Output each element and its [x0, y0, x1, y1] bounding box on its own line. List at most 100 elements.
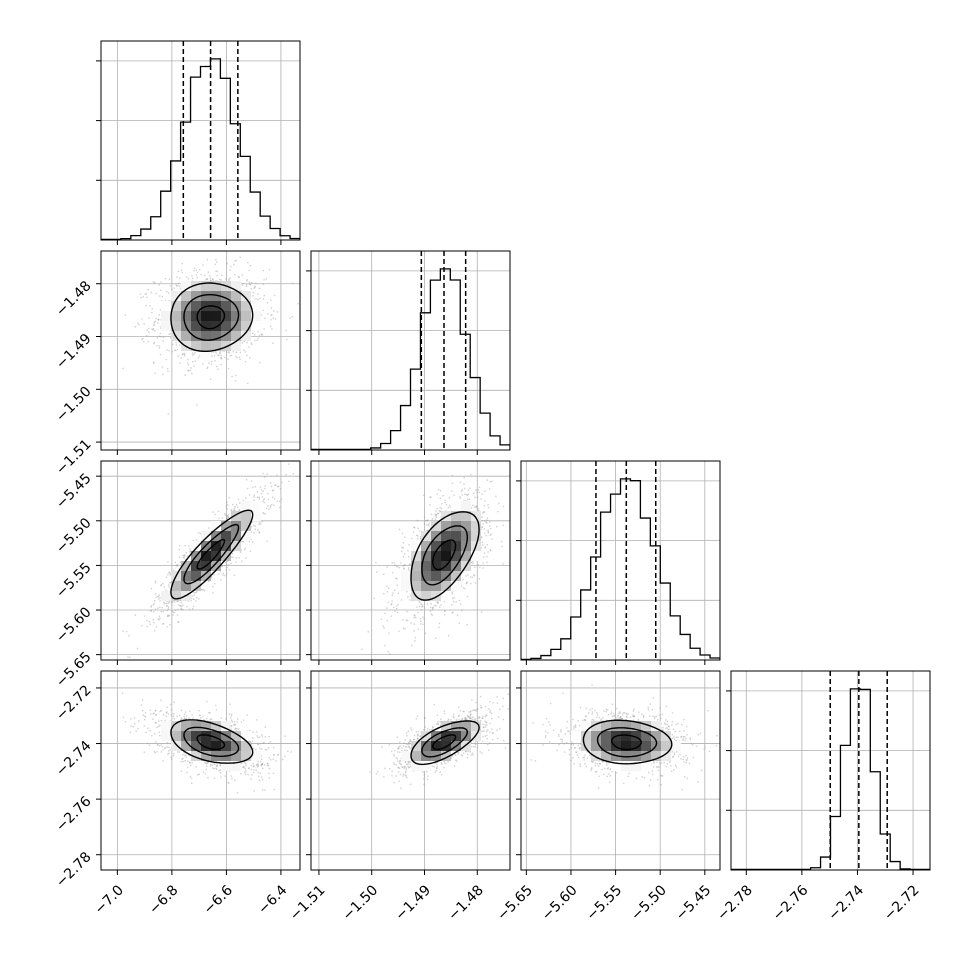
sample-point: [484, 520, 486, 522]
sample-point: [437, 512, 440, 515]
sample-point: [438, 626, 440, 629]
sample-point: [445, 504, 448, 506]
sample-point: [251, 521, 253, 523]
sample-point: [386, 585, 388, 588]
sample-point: [487, 504, 489, 506]
sample-point: [167, 413, 170, 415]
sample-point: [403, 567, 405, 570]
sample-point: [417, 537, 419, 540]
sample-point: [258, 532, 261, 534]
sample-point: [483, 556, 485, 558]
sample-point: [459, 481, 461, 484]
sample-point: [224, 561, 227, 564]
sample-point: [250, 531, 253, 533]
sample-point: [260, 764, 263, 767]
sample-point: [243, 340, 245, 343]
sample-point: [166, 290, 168, 293]
sample-point: [235, 503, 238, 506]
sample-point: [206, 700, 208, 703]
sample-point: [226, 566, 229, 569]
sample-point: [166, 626, 168, 628]
sample-point: [172, 614, 174, 616]
sample-point: [432, 606, 434, 609]
density-cell: [221, 291, 231, 301]
sample-point: [270, 314, 272, 317]
sample-point: [179, 714, 181, 717]
sample-point: [471, 576, 474, 579]
sample-point: [427, 523, 429, 526]
sample-point: [257, 743, 259, 746]
sample-point: [258, 531, 260, 533]
sample-point: [217, 368, 219, 370]
sample-point: [382, 625, 384, 627]
sample-point: [166, 367, 169, 370]
sample-point: [478, 486, 481, 488]
sample-point: [157, 595, 160, 598]
sample-point: [193, 592, 195, 594]
sample-point: [122, 630, 124, 632]
density-cell: [471, 551, 481, 561]
sample-point: [440, 604, 442, 606]
sample-point: [157, 319, 160, 321]
sample-point: [152, 362, 155, 364]
sample-point: [182, 604, 184, 606]
sample-point: [245, 557, 247, 559]
sample-point: [213, 582, 216, 585]
sample-point: [168, 572, 170, 574]
sample-point: [224, 278, 227, 280]
sample-point: [418, 605, 421, 608]
sample-point: [483, 505, 485, 507]
sample-point: [409, 563, 412, 565]
sample-point: [137, 727, 139, 730]
sample-point: [146, 329, 148, 332]
sample-point: [161, 606, 163, 609]
sample-point: [122, 367, 124, 370]
sample-point: [188, 754, 190, 756]
sample-point: [431, 614, 433, 616]
sample-point: [166, 602, 168, 605]
sample-point: [419, 602, 421, 604]
sample-point: [159, 309, 162, 311]
sample-point: [450, 506, 452, 508]
sample-point: [489, 480, 492, 483]
sample-point: [160, 584, 162, 587]
sample-point: [393, 606, 395, 609]
sample-point: [262, 309, 264, 312]
sample-point: [129, 731, 132, 734]
sample-point: [453, 597, 455, 599]
sample-point: [257, 331, 259, 333]
sample-point: [288, 463, 290, 465]
sample-point: [214, 513, 216, 516]
sample-point: [404, 564, 406, 566]
sample-point: [244, 762, 247, 765]
sample-point: [449, 504, 451, 507]
contour-line: [196, 538, 226, 570]
sample-point: [215, 280, 217, 282]
sample-point: [260, 492, 263, 495]
sample-point: [274, 318, 277, 320]
sample-point: [153, 323, 155, 325]
sample-point: [250, 281, 253, 284]
density-cell: [461, 551, 471, 561]
density-cell: [191, 561, 201, 571]
sample-point: [261, 333, 263, 335]
sample-point: [221, 565, 223, 567]
sample-point: [228, 278, 230, 280]
sample-point: [414, 526, 416, 529]
sample-point: [173, 611, 176, 614]
sample-point: [200, 273, 202, 276]
sample-point: [191, 354, 194, 356]
sample-point: [176, 563, 179, 566]
sample-point: [208, 362, 210, 364]
sample-point: [436, 507, 438, 510]
density-cell: [451, 501, 461, 511]
sample-point: [182, 353, 184, 355]
density-cell: [231, 311, 241, 321]
sample-point: [497, 511, 499, 513]
sample-point: [502, 505, 505, 508]
density-cell: [421, 561, 431, 571]
sample-point: [391, 600, 393, 602]
sample-point: [259, 361, 261, 364]
sample-point: [390, 604, 392, 606]
sample-point: [434, 513, 436, 516]
